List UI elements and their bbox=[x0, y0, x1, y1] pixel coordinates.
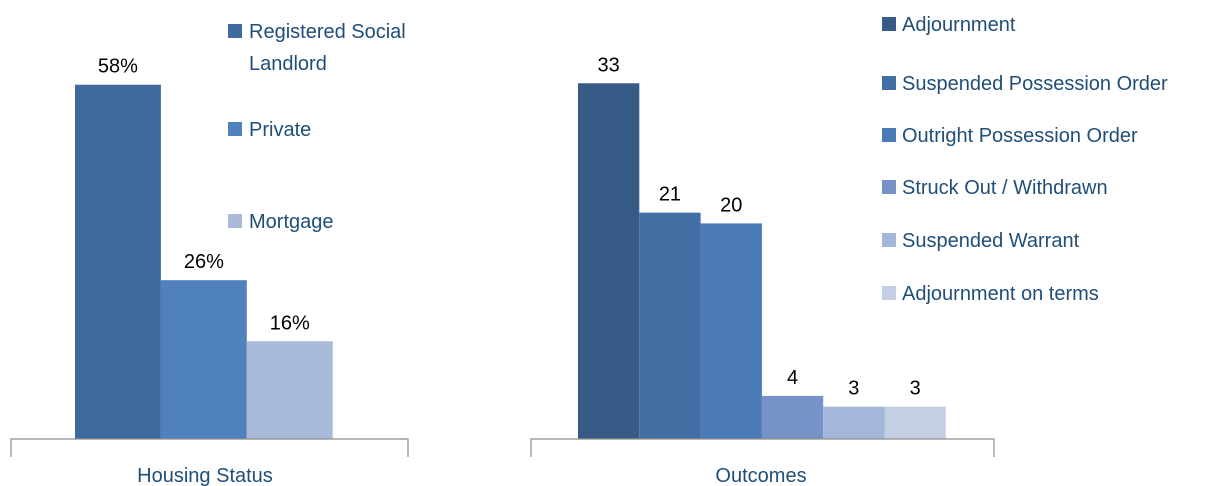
legend-swatch bbox=[228, 214, 242, 228]
chart-1: 58% 26% 16% Housing Status Registered Social… bbox=[10, 21, 409, 486]
legend-label: Mortgage bbox=[249, 211, 334, 233]
bar-registered-social-landlord bbox=[75, 84, 161, 439]
legend-item: Registered Social Landlord bbox=[228, 21, 406, 75]
legend-swatch bbox=[882, 76, 896, 90]
x-axis-line bbox=[530, 438, 995, 457]
data-label: 58% bbox=[98, 56, 138, 78]
legend-item: Suspended Possession Order bbox=[882, 73, 1168, 95]
bar-adjournment-on-terms bbox=[884, 406, 946, 439]
data-label: 3 bbox=[848, 378, 859, 400]
bar-outright-possession-order bbox=[700, 223, 762, 439]
data-label: 21 bbox=[659, 184, 681, 206]
legend-swatch bbox=[882, 180, 896, 194]
bar-struck-out-withdrawn bbox=[761, 395, 824, 439]
bar-mortgage bbox=[246, 341, 333, 439]
legend-item: Private bbox=[228, 119, 311, 141]
legend-label: Suspended Possession Order bbox=[902, 73, 1168, 95]
data-label: 4 bbox=[787, 367, 798, 389]
legend-item: Outright Possession Order bbox=[882, 125, 1138, 147]
data-label: 16% bbox=[270, 312, 310, 334]
legend-swatch bbox=[882, 286, 896, 300]
bar-private bbox=[160, 280, 247, 439]
legend-item: Adjournment bbox=[882, 14, 1016, 36]
legend-item: Suspended Warrant bbox=[882, 230, 1080, 252]
legend-item: Adjournment on terms bbox=[882, 283, 1099, 305]
bar-suspended-possession-order bbox=[639, 212, 701, 439]
legend-label: Outright Possession Order bbox=[902, 125, 1138, 147]
bar-suspended-warrant bbox=[823, 406, 885, 439]
data-label: 26% bbox=[184, 251, 224, 273]
legend-label: Adjournment on terms bbox=[902, 283, 1099, 305]
legend-item: Struck Out / Withdrawn bbox=[882, 177, 1108, 199]
x-axis-line bbox=[10, 438, 409, 457]
x-tick-label: Housing Status bbox=[137, 465, 273, 486]
legend-label: Registered Social Landlord bbox=[249, 21, 406, 75]
x-tick-label: Outcomes bbox=[715, 465, 806, 486]
legend: Registered Social Landlord Private Mortgage bbox=[228, 21, 406, 233]
data-label: 3 bbox=[910, 378, 921, 400]
legend-label: Private bbox=[249, 119, 311, 141]
legend-swatch bbox=[882, 17, 896, 31]
legend-label: Adjournment bbox=[902, 14, 1016, 36]
legend: Adjournment Suspended Possession Order Out… bbox=[882, 14, 1168, 305]
bar-adjournment bbox=[578, 83, 640, 439]
legend-item: Mortgage bbox=[228, 211, 334, 233]
data-label: 33 bbox=[598, 54, 620, 76]
data-label: 20 bbox=[720, 194, 742, 216]
legend-swatch bbox=[228, 122, 242, 136]
legend-label: Suspended Warrant bbox=[902, 230, 1080, 252]
legend-swatch bbox=[228, 24, 242, 38]
legend-label: Struck Out / Withdrawn bbox=[902, 177, 1108, 199]
legend-swatch bbox=[882, 233, 896, 247]
legend-swatch bbox=[882, 128, 896, 142]
